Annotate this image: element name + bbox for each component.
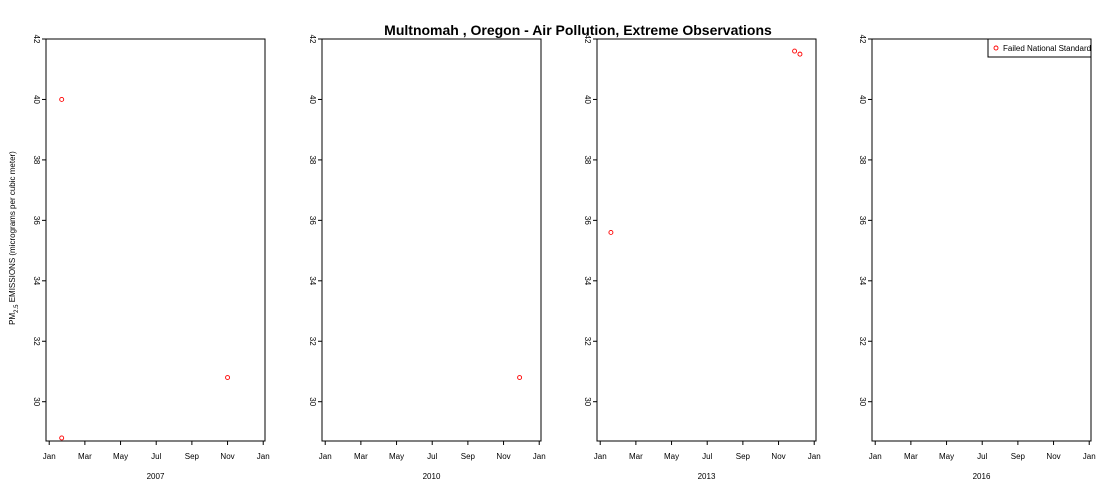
x-tick-label: Sep [185, 452, 200, 461]
y-tick-label: 42 [308, 35, 317, 44]
x-tick-label: Jul [427, 452, 437, 461]
x-tick-label: Jan [319, 452, 332, 461]
panel-3: 30 32 34 36 38 40 42 Jan Mar May Jul Sep Nov Jan 2013 [583, 35, 821, 480]
y-axis-label-subscript: 2.5 [14, 304, 20, 313]
x-tick-label: Sep [736, 452, 751, 461]
x-tick-label: Jan [1083, 452, 1096, 461]
x-tick-label: Nov [1046, 452, 1060, 461]
y-tick-label: 30 [32, 397, 41, 406]
chart-title: Multnomah , Oregon - Air Pollution, Extr… [384, 22, 772, 38]
y-tick-label: 32 [308, 337, 317, 346]
plot-frame [596, 38, 817, 442]
y-tick-label: 40 [32, 95, 41, 104]
y-tick-label: 36 [32, 216, 41, 225]
y-tick-label: 34 [308, 276, 317, 285]
x-tick-label: Mar [78, 452, 92, 461]
panel-1: 30 32 34 36 38 40 42 Jan Mar May Jul Sep Nov Jan 2007 [32, 35, 270, 480]
y-tick-label: 42 [32, 35, 41, 44]
x-tick-label: May [113, 452, 128, 461]
y-tick-label: 30 [308, 397, 317, 406]
y-tick-label: 40 [858, 95, 867, 104]
panel-4: 30 32 34 36 38 40 42 Jan Mar May Jul Sep Nov Jan 2016 F… [858, 35, 1096, 480]
y-axis-label-suffix: EMISSIONS (micrograms per cubic meter) [8, 151, 17, 305]
y-tick-label: 40 [583, 95, 592, 104]
data-point [517, 375, 523, 380]
x-tick-label: May [664, 452, 679, 461]
y-tick-label: 38 [583, 155, 592, 164]
x-tick-label: Mar [904, 452, 918, 461]
y-tick-label: 32 [583, 337, 592, 346]
y-tick-label: 36 [583, 216, 592, 225]
y-axis-label: PM2.5 EMISSIONS (micrograms per cubic me… [8, 151, 20, 325]
legend-entry: Failed National Standard [1003, 44, 1091, 53]
x-tick-label: Nov [771, 452, 785, 461]
plot-frame [45, 38, 266, 442]
y-tick-label: 32 [32, 337, 41, 346]
legend: Failed National Standard [987, 38, 1092, 58]
x-tick-label: Jul [977, 452, 987, 461]
data-point [59, 435, 65, 441]
legend-marker [993, 45, 999, 51]
x-tick-label: Nov [220, 452, 234, 461]
x-tick-label: Mar [354, 452, 368, 461]
y-tick-label: 38 [308, 155, 317, 164]
x-tick-label: Mar [629, 452, 643, 461]
x-tick-label: Jan [257, 452, 270, 461]
data-point [792, 48, 798, 54]
y-tick-label: 36 [858, 216, 867, 225]
x-axis-label: 2016 [973, 472, 991, 480]
y-tick-label: 38 [858, 155, 867, 164]
y-tick-label: 36 [308, 216, 317, 225]
y-tick-label: 42 [583, 35, 592, 44]
data-point [608, 229, 614, 235]
x-tick-label: May [939, 452, 954, 461]
y-tick-label: 34 [858, 276, 867, 285]
plot-frame [321, 38, 542, 442]
y-tick-label: 32 [858, 337, 867, 346]
x-tick-label: Sep [1011, 452, 1026, 461]
plot-frame [871, 38, 1092, 442]
y-axis-label-prefix: PM [8, 313, 17, 325]
data-point [225, 375, 230, 380]
y-tick-label: 40 [308, 95, 317, 104]
x-tick-label: Jul [151, 452, 161, 461]
y-tick-label: 34 [32, 276, 41, 285]
y-tick-label: 30 [858, 397, 867, 406]
x-axis-label: 2013 [698, 472, 716, 480]
x-tick-label: Sep [461, 452, 476, 461]
x-tick-label: Jul [702, 452, 712, 461]
y-tick-label: 42 [858, 35, 867, 44]
y-tick-label: 34 [583, 276, 592, 285]
x-tick-label: Jan [533, 452, 546, 461]
x-axis-label: 2007 [147, 472, 165, 480]
x-tick-label: Nov [496, 452, 510, 461]
x-tick-label: Jan [869, 452, 882, 461]
x-tick-label: Jan [43, 452, 56, 461]
x-axis-label: 2010 [423, 472, 441, 480]
y-tick-label: 30 [583, 397, 592, 406]
legend-box [987, 38, 1092, 58]
y-tick-label: 38 [32, 155, 41, 164]
x-tick-label: May [389, 452, 404, 461]
data-point [59, 97, 65, 102]
x-tick-label: Jan [594, 452, 607, 461]
panel-2: 30 32 34 36 38 40 42 Jan Mar May Jul Sep Nov Jan 2010 [308, 35, 546, 480]
data-point [797, 51, 803, 57]
x-tick-label: Jan [808, 452, 821, 461]
